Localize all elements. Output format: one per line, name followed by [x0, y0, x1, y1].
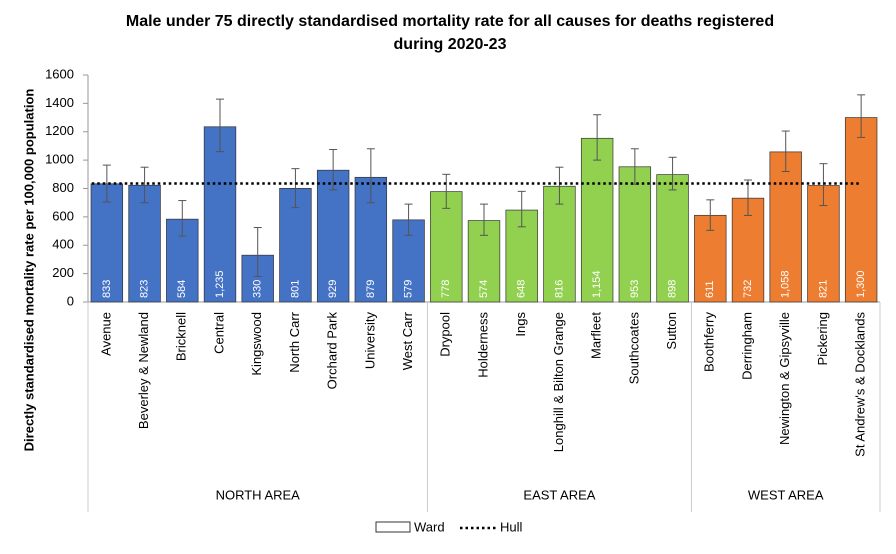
- value-label: 1,154: [591, 270, 603, 298]
- y-tick-label: 200: [52, 265, 74, 280]
- value-label: 823: [138, 280, 150, 298]
- legend-swatch: [375, 521, 411, 533]
- group-label: NORTH AREA: [216, 487, 301, 502]
- y-tick-label: 1000: [45, 152, 74, 167]
- y-tick-label: 1600: [45, 66, 74, 81]
- x-tick-label: Kingswood: [249, 312, 264, 376]
- value-label: 929: [327, 280, 339, 298]
- value-label: 732: [742, 280, 754, 298]
- y-tick-label: 1200: [45, 123, 74, 138]
- group-label: WEST AREA: [748, 487, 824, 502]
- bar: [618, 166, 652, 303]
- value-label: 816: [553, 280, 565, 298]
- legend-label: Hull: [500, 519, 523, 534]
- x-tick-label: Bricknell: [174, 312, 189, 361]
- x-tick-label: Boothferry: [702, 312, 717, 372]
- value-label: 584: [176, 280, 188, 298]
- bar: [316, 169, 350, 303]
- value-label: 953: [629, 280, 641, 298]
- bar: [543, 185, 576, 303]
- value-label: 1,300: [855, 270, 867, 298]
- x-tick-label: Central: [211, 312, 226, 354]
- value-label: 898: [666, 280, 678, 298]
- bar: [203, 126, 237, 303]
- value-label: 833: [101, 280, 113, 298]
- y-tick-label: 0: [67, 293, 74, 308]
- y-axis-label: Directly standardised mortality rate per…: [21, 89, 36, 452]
- chart-title: Male under 75 directly standardised mort…: [126, 13, 774, 30]
- x-tick-label: West Carr: [400, 311, 415, 370]
- value-label: 778: [440, 280, 452, 298]
- x-tick-label: Newington & Gipsyville: [777, 312, 792, 445]
- bar: [90, 183, 124, 303]
- value-label: 611: [704, 280, 716, 298]
- x-tick-label: Longhill & Bilton Grange: [551, 312, 566, 452]
- value-label: 648: [516, 280, 528, 298]
- x-tick-label: Ings: [513, 312, 528, 337]
- y-tick-label: 400: [52, 237, 74, 252]
- value-label: 579: [402, 280, 414, 298]
- x-tick-label: Beverley & Newland: [136, 312, 151, 429]
- x-tick-label: Derringham: [739, 312, 754, 380]
- x-tick-label: North Carr: [287, 311, 302, 372]
- chart-title: during 2020-23: [394, 36, 507, 53]
- x-tick-label: Sutton: [664, 312, 679, 350]
- group-label: EAST AREA: [523, 487, 595, 502]
- x-tick-label: Southcoates: [626, 312, 641, 385]
- bar: [844, 117, 878, 303]
- x-tick-label: Orchard Park: [325, 312, 340, 390]
- x-tick-label: Marfleet: [589, 312, 604, 359]
- legend-label: Ward: [414, 519, 445, 534]
- y-tick-label: 800: [52, 180, 74, 195]
- x-tick-label: Avenue: [98, 312, 113, 356]
- bar: [128, 184, 161, 303]
- y-tick-label: 600: [52, 208, 74, 223]
- value-label: 801: [289, 280, 301, 298]
- x-tick-label: Holderness: [475, 312, 490, 378]
- bar: [656, 174, 689, 303]
- value-label: 1,235: [214, 270, 226, 298]
- y-tick-label: 1400: [45, 95, 74, 110]
- value-label: 821: [817, 280, 829, 298]
- x-tick-label: Drypool: [438, 312, 453, 357]
- value-label: 1,058: [780, 270, 792, 298]
- bar: [241, 254, 274, 303]
- x-tick-label: University: [362, 312, 377, 370]
- x-tick-label: Pickering: [815, 312, 830, 365]
- bar: [430, 191, 463, 303]
- bar: [769, 151, 802, 303]
- bar: [580, 137, 614, 303]
- value-label: 879: [365, 280, 377, 298]
- x-tick-label: St Andrew's & Docklands: [853, 312, 868, 457]
- value-label: 330: [252, 280, 264, 298]
- value-label: 574: [478, 280, 490, 298]
